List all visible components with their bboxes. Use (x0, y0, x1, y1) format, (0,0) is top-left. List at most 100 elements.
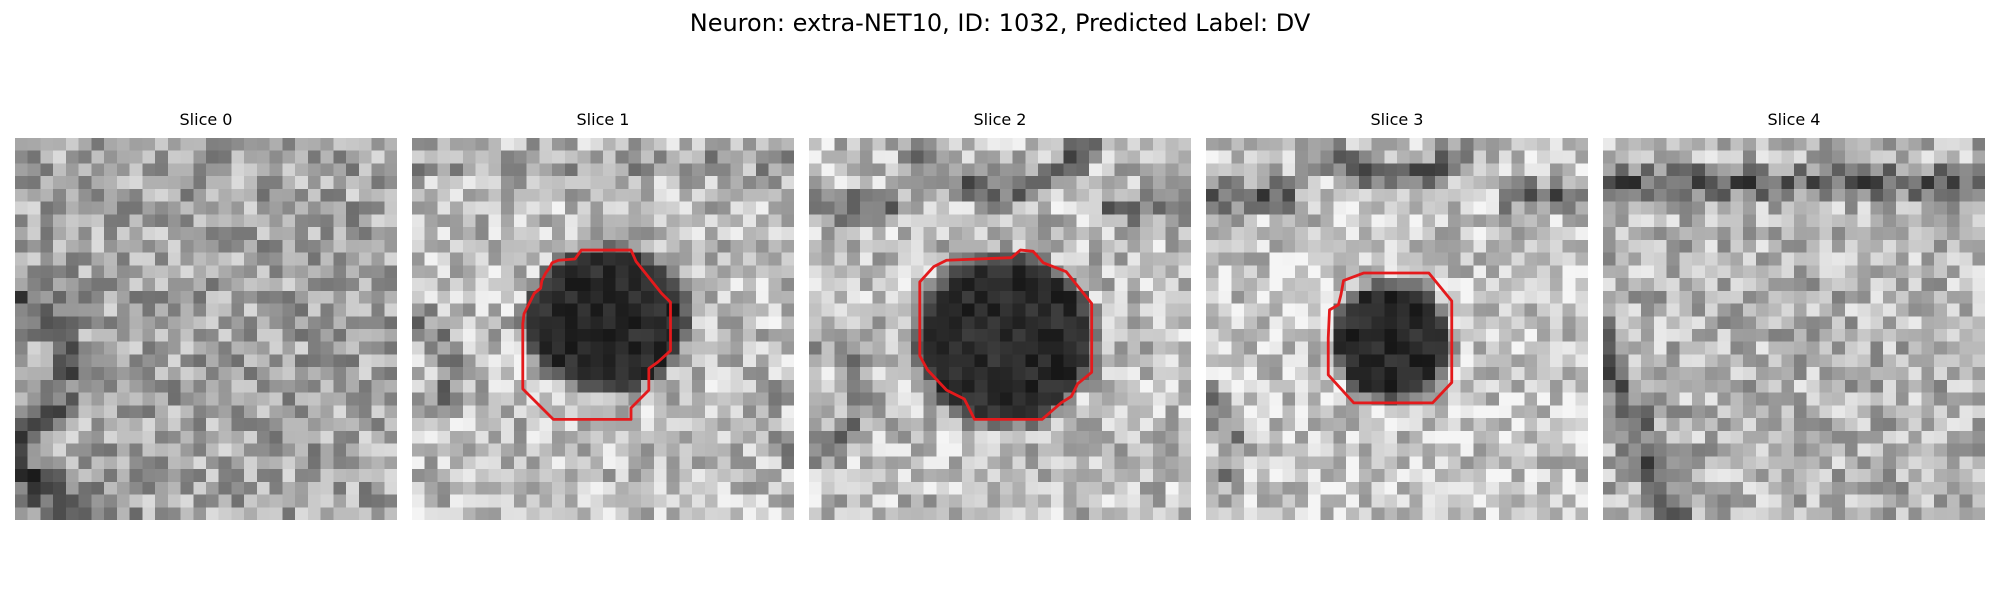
pixel (256, 138, 270, 151)
pixel (692, 290, 706, 304)
pixel (1371, 316, 1385, 330)
pixel (27, 252, 41, 266)
pixel (552, 379, 566, 393)
pixel (526, 456, 540, 470)
pixel (1295, 469, 1309, 483)
pixel (1717, 430, 1731, 444)
pixel (1282, 252, 1296, 266)
pixel (1038, 163, 1052, 177)
pixel (1628, 405, 1642, 419)
pixel (1628, 316, 1642, 330)
pixel (1615, 150, 1629, 164)
pixel (1409, 341, 1423, 355)
pixel (1486, 443, 1500, 457)
pixel (1883, 456, 1897, 470)
pixel (1473, 379, 1487, 393)
pixel (1679, 354, 1693, 368)
pixel (256, 481, 270, 495)
pixel (1206, 278, 1219, 292)
pixel (1218, 214, 1232, 228)
pixel (1038, 329, 1052, 342)
pixel (1883, 481, 1897, 495)
pixel (1178, 418, 1191, 432)
pixel (27, 392, 41, 406)
pixel (743, 138, 757, 151)
pixel (859, 278, 873, 292)
pixel (1486, 392, 1500, 406)
pixel (1959, 239, 1973, 253)
pixel (155, 265, 169, 279)
pixel (603, 494, 616, 508)
pixel (1307, 367, 1321, 381)
pixel (358, 341, 372, 355)
pixel (809, 443, 822, 457)
pixel (1460, 150, 1474, 164)
pixel (1870, 430, 1884, 444)
pixel (679, 316, 693, 330)
pixel (450, 188, 464, 202)
pixel (1218, 316, 1232, 330)
pixel (961, 163, 975, 177)
pixel (755, 188, 769, 202)
pixel (987, 392, 1001, 406)
pixel (1038, 176, 1052, 190)
pixel (104, 290, 118, 304)
pixel (552, 430, 566, 444)
pixel (269, 176, 283, 190)
pixel (1679, 316, 1693, 330)
pixel (1653, 176, 1667, 190)
pixel (1832, 507, 1846, 520)
pixel (1076, 252, 1090, 266)
pixel (320, 329, 334, 342)
pixel (1307, 456, 1321, 470)
pixel (1256, 252, 1270, 266)
pixel (1641, 201, 1655, 215)
pixel (1178, 176, 1191, 190)
pixel (269, 456, 283, 470)
pixel (885, 392, 899, 406)
pixel (116, 341, 130, 355)
pixel (653, 239, 667, 253)
pixel (1165, 316, 1179, 330)
pixel (1717, 290, 1731, 304)
pixel (1114, 265, 1128, 279)
pixel (768, 481, 782, 495)
pixel (1870, 354, 1884, 368)
pixel (1063, 443, 1077, 457)
pixel (320, 507, 334, 520)
pixel (1397, 278, 1410, 292)
pixel (872, 316, 886, 330)
pixel (603, 507, 616, 520)
pixel (1641, 290, 1655, 304)
pixel (1140, 392, 1154, 406)
pixel (1307, 303, 1321, 317)
pixel (1282, 303, 1296, 317)
pixel (155, 214, 169, 228)
pixel (513, 176, 527, 190)
pixel (834, 379, 848, 393)
pixel (704, 507, 718, 520)
pixel (104, 239, 118, 253)
pixel (692, 418, 706, 432)
pixel (692, 278, 706, 292)
pixel (1883, 430, 1897, 444)
pixel (307, 430, 321, 444)
pixel (1511, 392, 1525, 406)
pixel (781, 278, 794, 292)
pixel (666, 214, 680, 228)
pixel (1127, 443, 1141, 457)
pixel (1679, 188, 1693, 202)
pixel (1679, 163, 1693, 177)
pixel (1050, 443, 1064, 457)
pixel (1114, 201, 1128, 215)
pixel (1038, 316, 1052, 330)
pixel (653, 379, 667, 393)
pixel (1447, 507, 1461, 520)
pixel (743, 494, 757, 508)
pixel (180, 201, 194, 215)
pixel (1422, 303, 1436, 317)
pixel (424, 176, 438, 190)
pixel (78, 239, 92, 253)
pixel (282, 150, 296, 164)
pixel (180, 150, 194, 164)
